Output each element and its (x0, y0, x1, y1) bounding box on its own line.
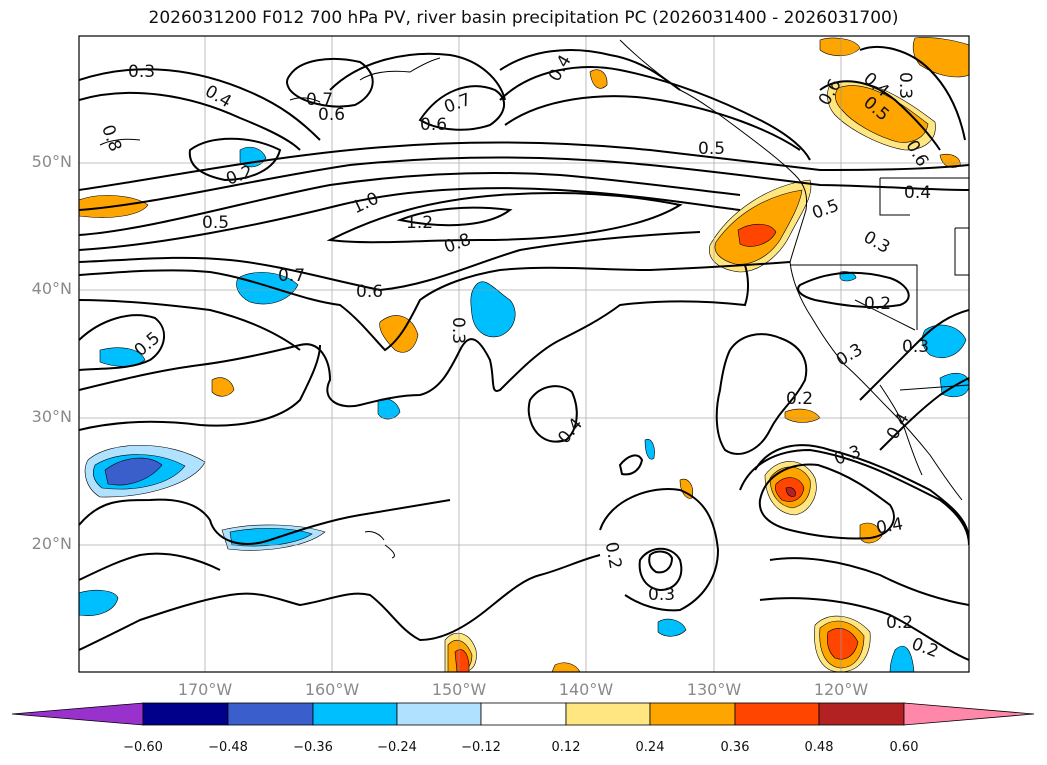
colorbar-tick-label: −0.24 (377, 740, 417, 755)
contour-label: 0.5 (698, 139, 725, 159)
lon-label: 170°W (177, 680, 233, 699)
colorbar-bin (818, 702, 905, 726)
lon-label: 140°W (558, 680, 614, 699)
contour-label: 0.7 (306, 90, 333, 110)
map-title: 2026031200 F012 700 hPa PV, river basin … (148, 8, 899, 28)
contour-label: 0.2 (864, 294, 891, 314)
colorbar-tick-label: 0.36 (720, 740, 750, 755)
colorbar-tick-label: 0.60 (889, 740, 919, 755)
contour-label: 0.3 (448, 317, 468, 344)
contour-label: 0.3 (895, 72, 915, 99)
colorbar-bin (227, 702, 314, 726)
colorbar-tick-label: −0.36 (293, 740, 333, 755)
contour-label: 0.2 (886, 613, 913, 633)
colorbar (11, 702, 1035, 726)
contour-label: 0.4 (875, 514, 905, 538)
contour-label: 0.2 (601, 540, 625, 570)
contour-label: 0.6 (356, 282, 383, 302)
lon-label: 160°W (304, 680, 360, 699)
map-area: 0.3 0.4 0.8 0.7 0.6 0.4 0.7 0.6 0.5 0.2 … (79, 36, 969, 672)
pv-contours (79, 45, 969, 661)
contour-label: 0.7 (278, 266, 305, 286)
lat-label: 40°N (31, 279, 72, 298)
colorbar-tick-label: −0.12 (461, 740, 501, 755)
contour-label: 0.5 (202, 213, 229, 233)
colorbar-bin (312, 702, 398, 726)
coastlines (99, 39, 969, 559)
contour-label: 0.2 (786, 389, 813, 409)
lon-label: 120°W (813, 680, 869, 699)
colorbar-bin (649, 702, 736, 726)
contour-label: 0.3 (128, 62, 155, 82)
lon-label: 150°W (431, 680, 487, 699)
colorbar-extend-min (11, 702, 144, 726)
contour-label: 0.4 (904, 183, 931, 203)
contour-label: 1.2 (406, 213, 433, 233)
colorbar-tick-label: −0.48 (208, 740, 248, 755)
contour-label: 0.3 (648, 585, 675, 605)
contour-label: 0.6 (318, 105, 345, 125)
colorbar-tick-label: 0.12 (551, 740, 581, 755)
lat-label: 20°N (31, 534, 72, 553)
colorbar-extend-max (903, 702, 1035, 726)
colorbar-bin (396, 702, 482, 726)
colorbar-tick-label: 0.48 (804, 740, 834, 755)
lon-label: 130°W (686, 680, 742, 699)
colorbar-tick-label: −0.60 (123, 740, 163, 755)
colorbar-bin (480, 702, 567, 726)
contour-label: 0.6 (420, 115, 447, 135)
lat-label: 30°N (31, 407, 72, 426)
colorbar-bin (734, 702, 820, 726)
colorbar-bin (142, 702, 229, 726)
contour-label: 0.3 (902, 337, 929, 357)
lat-label: 50°N (31, 152, 72, 171)
map-frame (78, 35, 970, 673)
colorbar-tick-label: 0.24 (635, 740, 665, 755)
colorbar-bin (565, 702, 651, 726)
